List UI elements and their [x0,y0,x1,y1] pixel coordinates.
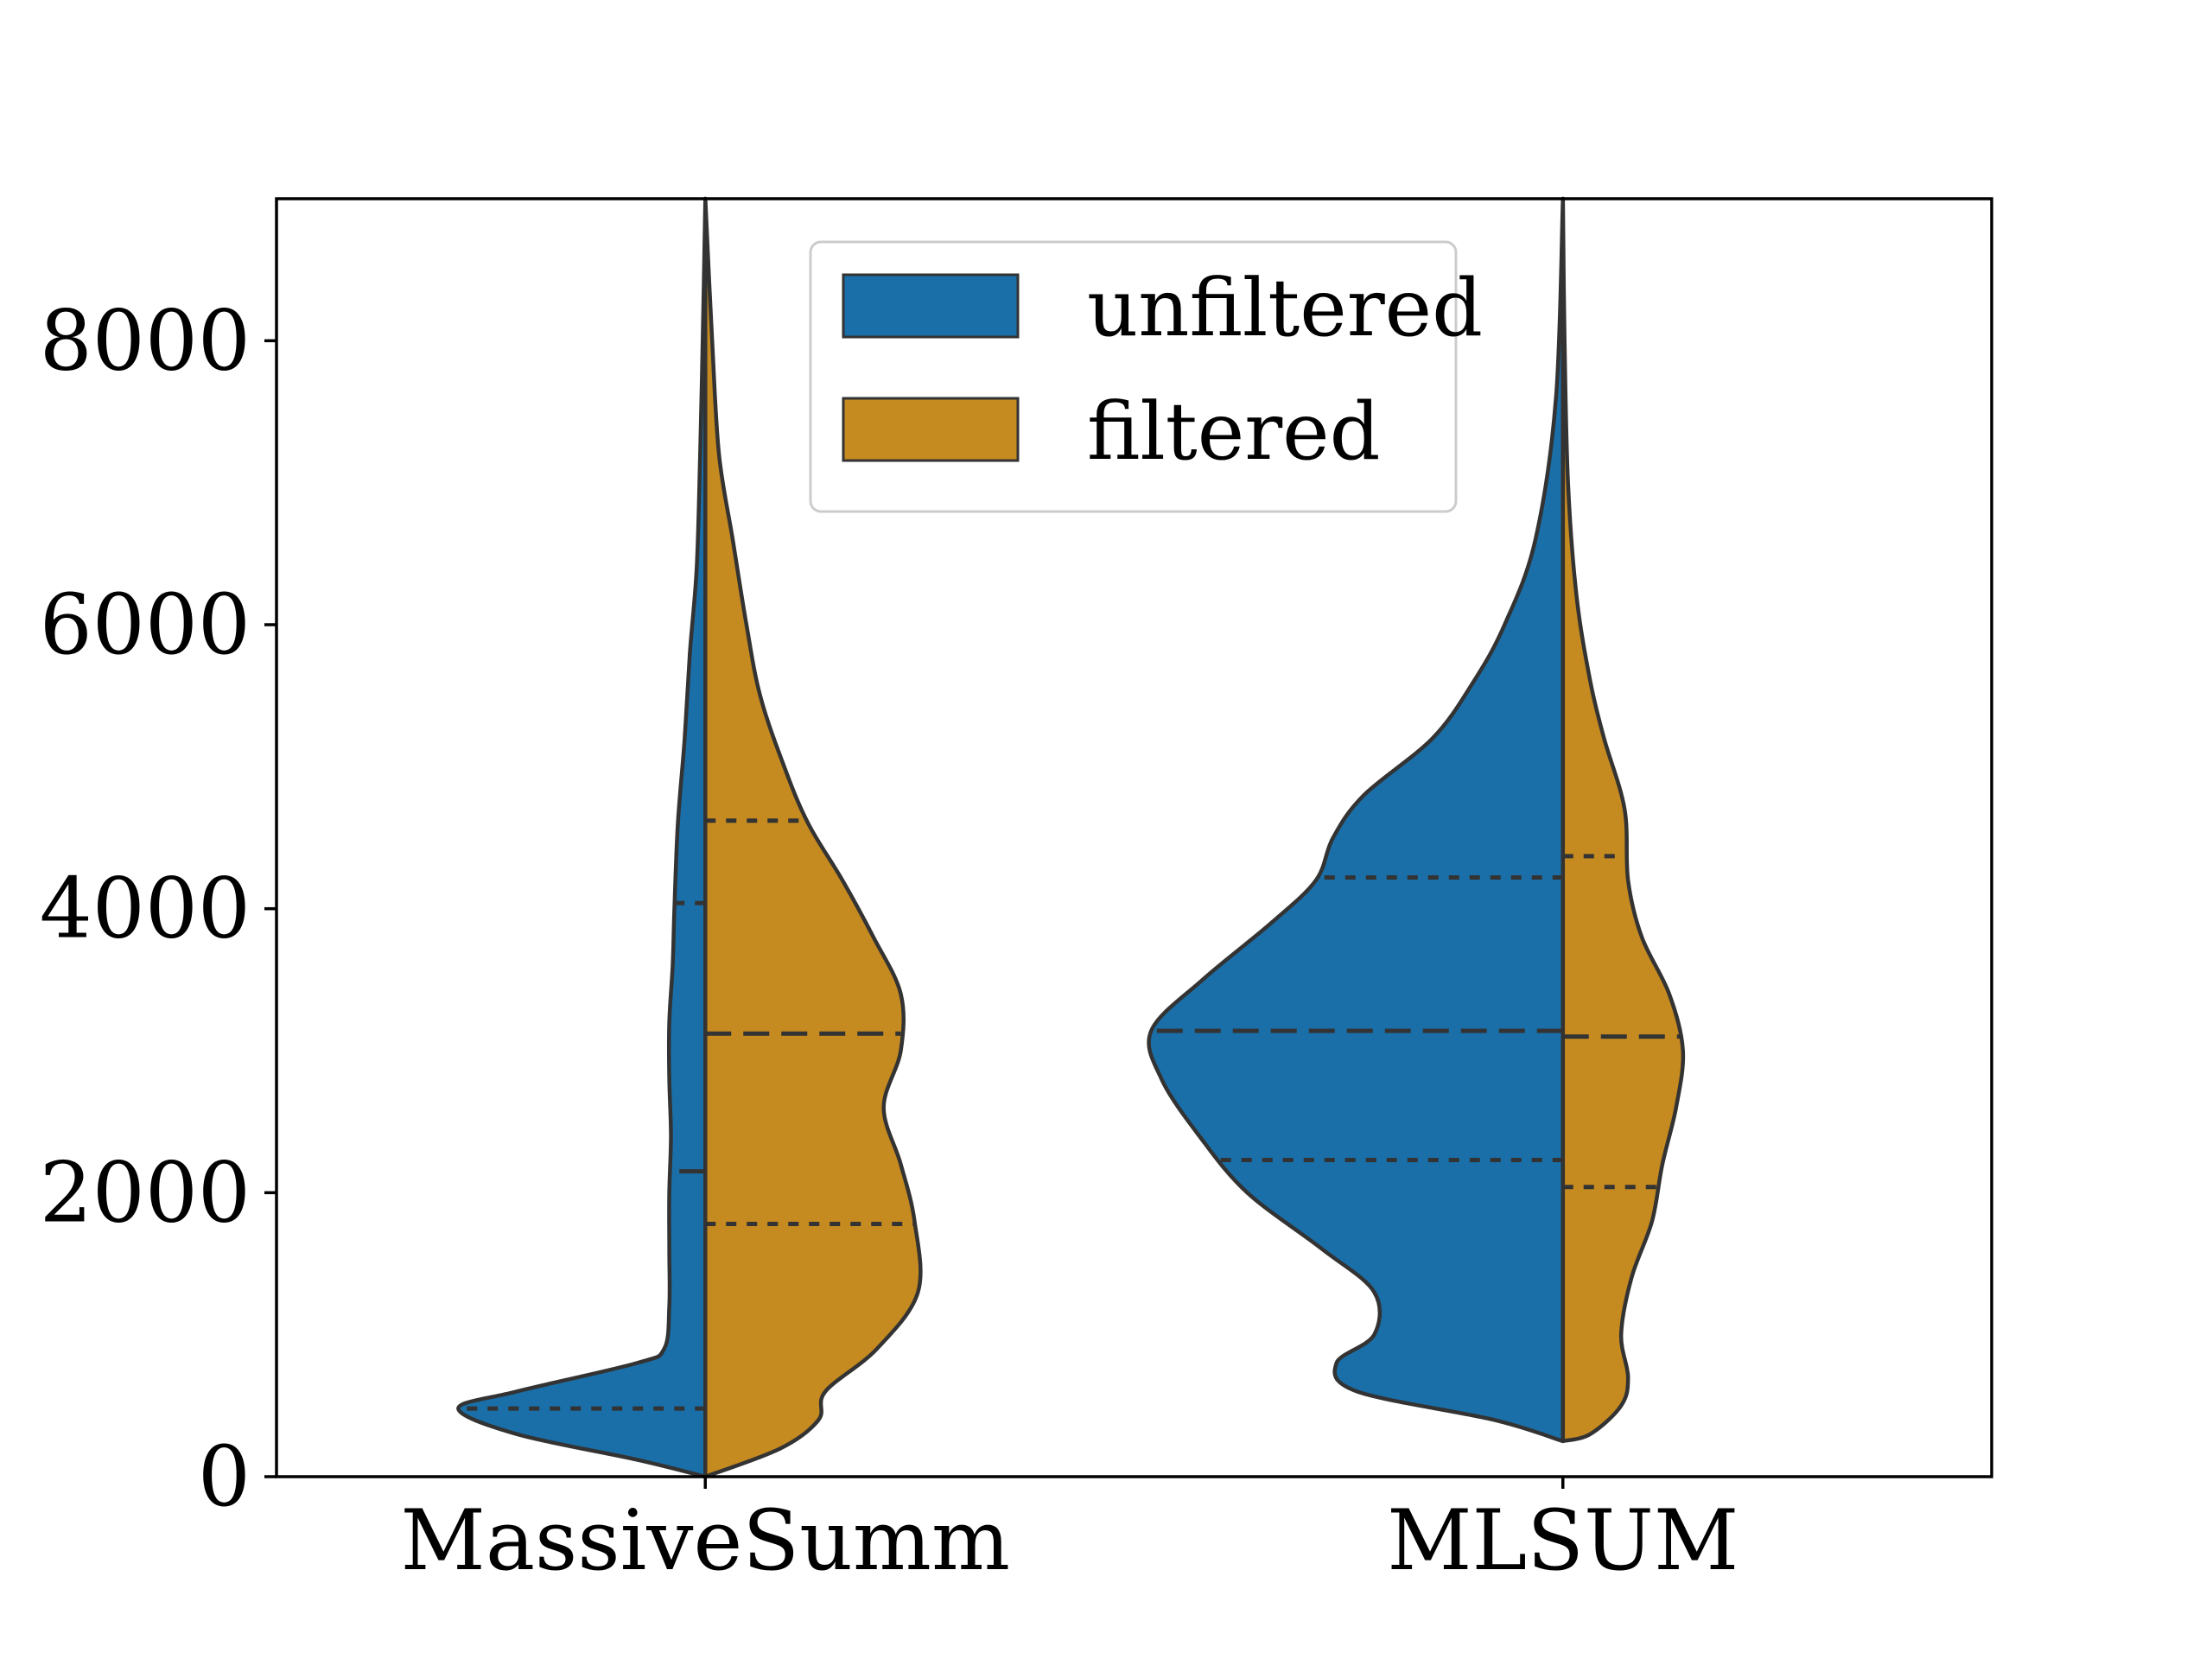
y-axis: 0 2000 4000 6000 8000 [40,292,276,1525]
y-tick-label: 8000 [40,292,251,389]
x-axis: MassiveSumm MLSUM [401,1477,1738,1589]
x-tick-label-mlsum: MLSUM [1387,1492,1738,1589]
violin-mlsum-unfiltered [1147,196,1566,1444]
plot-frame [275,197,1993,1478]
violin-mlsum-filtered [1560,196,1686,1444]
legend: unfiltered filtered [809,240,1483,513]
y-tick-label: 2000 [40,1144,251,1241]
violin-layer [456,196,1686,1479]
violin-massivesumm-filtered [703,196,923,1479]
legend-label-unfiltered: unfiltered [1087,262,1483,354]
y-tick-label: 6000 [40,576,251,673]
legend-swatch-unfiltered [842,273,1020,339]
quartile-lines [458,818,1680,1411]
violin-massivesumm-unfiltered [456,196,708,1479]
x-tick-label-massivesumm: MassiveSumm [401,1492,1010,1589]
legend-label-filtered: filtered [1087,385,1381,478]
y-tick-label: 4000 [40,861,251,957]
y-tick-label: 0 [198,1428,251,1525]
legend-swatch-filtered [842,397,1020,462]
